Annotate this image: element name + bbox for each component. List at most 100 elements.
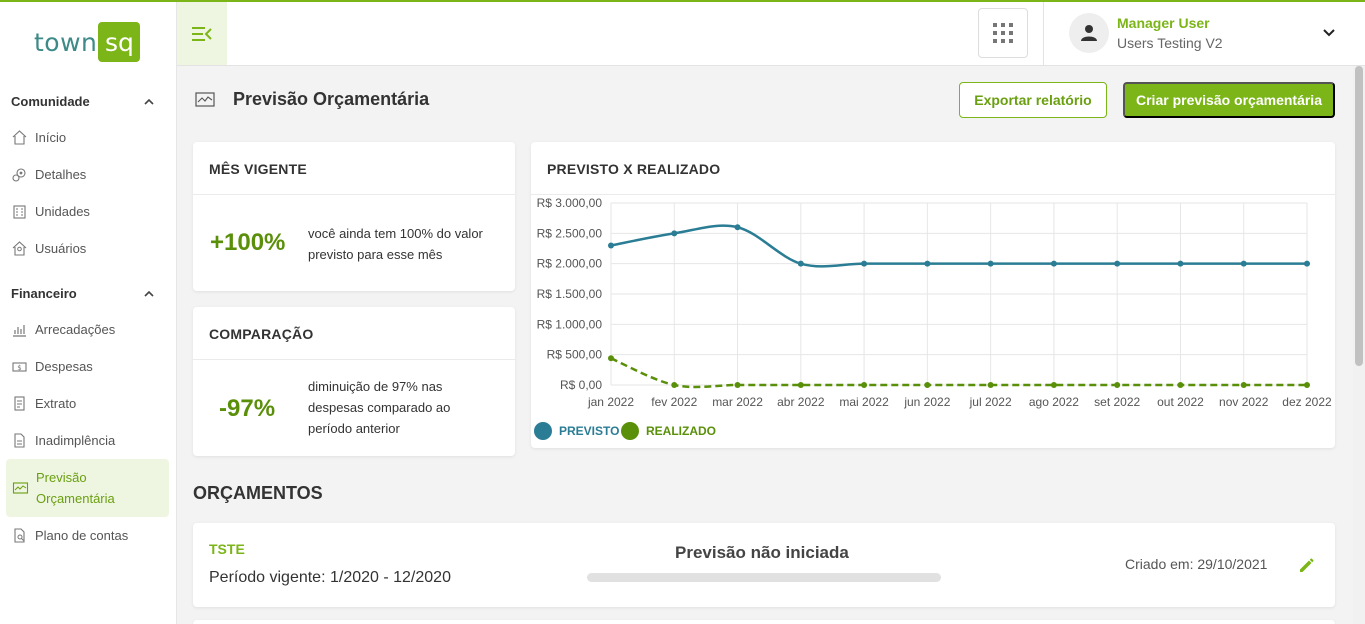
document-icon bbox=[14, 432, 25, 448]
budget-name[interactable]: TSTE bbox=[209, 541, 245, 557]
comparison-percent: -97% bbox=[219, 395, 276, 422]
chevron-up-icon[interactable] bbox=[144, 97, 154, 107]
card-title: MÊS VIGENTE bbox=[209, 161, 307, 177]
series-line-previsto bbox=[610, 224, 1307, 268]
sidebar-item-despesas[interactable]: $ Despesas bbox=[11, 354, 171, 378]
y-tick-label: R$ 1.500,00 bbox=[537, 287, 603, 301]
sidebar-item-usuarios[interactable]: Usuários bbox=[11, 236, 171, 260]
logo-badge: sq bbox=[98, 22, 141, 62]
x-tick-label: nov 2022 bbox=[1219, 395, 1269, 409]
data-point bbox=[797, 260, 804, 267]
grid-icon bbox=[993, 23, 1013, 43]
budget-created-date: Criado em: 29/10/2021 bbox=[1125, 556, 1268, 572]
budget-progress-bar bbox=[587, 573, 941, 582]
apps-grid-button[interactable] bbox=[978, 8, 1028, 58]
data-point bbox=[671, 230, 678, 237]
x-tick-label: mar 2022 bbox=[712, 395, 763, 409]
sidebar-item-previsao-orcamentaria[interactable]: Previsão Orçamentária bbox=[6, 459, 169, 517]
sidebar-item-plano-de-contas[interactable]: Plano de contas bbox=[11, 523, 171, 547]
card-title: COMPARAÇÃO bbox=[209, 326, 314, 342]
data-point bbox=[1050, 382, 1057, 388]
x-tick-label: set 2022 bbox=[1094, 395, 1140, 409]
avatar[interactable] bbox=[1069, 13, 1109, 53]
data-point bbox=[1177, 260, 1184, 267]
card-header: PREVISTO X REALIZADO bbox=[531, 142, 1335, 195]
sidebar-item-label: Plano de contas bbox=[35, 527, 129, 543]
menu-toggle-button[interactable] bbox=[177, 2, 227, 65]
x-tick-label: jun 2022 bbox=[903, 395, 950, 409]
sidebar-item-extrato[interactable]: Extrato bbox=[11, 391, 171, 415]
sidebar-item-inadimplencia[interactable]: Inadimplência bbox=[11, 428, 171, 452]
data-point bbox=[734, 224, 741, 231]
budget-status: Previsão não iniciada bbox=[675, 543, 849, 562]
x-tick-label: dez 2022 bbox=[1282, 395, 1332, 409]
user-name[interactable]: Manager User bbox=[1117, 15, 1210, 31]
x-tick-label: jul 2022 bbox=[969, 395, 1012, 409]
data-point bbox=[1050, 260, 1057, 267]
budget-period: Período vigente: 1/2020 - 12/2020 bbox=[209, 569, 451, 586]
townsq-logo[interactable]: town sq bbox=[34, 22, 141, 62]
create-budget-forecast-button[interactable]: Criar previsão orçamentária bbox=[1123, 82, 1335, 118]
forecast-vs-actual-card: PREVISTO X REALIZADO R$ 3.000,00 R$ 2.500… bbox=[531, 142, 1335, 448]
chevron-up-icon[interactable] bbox=[144, 289, 154, 299]
receipt-icon bbox=[14, 395, 25, 411]
x-tick-label: mai 2022 bbox=[839, 395, 889, 409]
current-month-percent: +100% bbox=[210, 229, 286, 256]
y-tick-label: R$ 2.500,00 bbox=[537, 226, 603, 240]
home-icon bbox=[12, 129, 27, 145]
sidebar-item-label: Inadimplência bbox=[35, 432, 116, 448]
sidebar-item-label: Arrecadações bbox=[35, 321, 116, 337]
user-organization[interactable]: Users Testing V2 bbox=[1117, 35, 1223, 51]
legend-label: REALIZADO bbox=[646, 424, 716, 438]
y-tick-label: R$ 0,00 bbox=[560, 378, 602, 392]
top-accent-line bbox=[0, 0, 1365, 2]
data-point bbox=[861, 260, 868, 267]
sidebar-item-detalhes[interactable]: Detalhes bbox=[11, 162, 171, 186]
sidebar-item-label: Previsão Orçamentária bbox=[36, 470, 115, 506]
data-point bbox=[987, 260, 994, 267]
budget-row[interactable]: TSTE Período vigente: 1/2020 - 12/2020 P… bbox=[193, 523, 1335, 607]
edit-pencil-icon[interactable] bbox=[1297, 555, 1317, 575]
sidebar-item-arrecadacoes[interactable]: Arrecadações bbox=[11, 317, 171, 341]
header-divider bbox=[1043, 2, 1044, 65]
comparison-card: COMPARAÇÃO -97% diminuição de 97% nas de… bbox=[193, 307, 515, 456]
top-header: Manager User Users Testing V2 bbox=[177, 2, 1365, 66]
scrollbar-thumb[interactable] bbox=[1355, 66, 1363, 366]
sidebar-item-label: Unidades bbox=[35, 203, 90, 219]
chevron-down-icon[interactable] bbox=[1322, 26, 1336, 40]
sidebar-item-label: Extrato bbox=[35, 395, 77, 411]
data-point bbox=[1177, 382, 1184, 388]
data-point bbox=[1114, 382, 1121, 388]
page-scrollbar[interactable] bbox=[1353, 66, 1365, 624]
data-point bbox=[924, 382, 931, 388]
data-point bbox=[1240, 260, 1247, 267]
file-search-icon bbox=[14, 527, 25, 543]
y-tick-label: R$ 2.000,00 bbox=[537, 257, 603, 271]
data-point bbox=[1304, 382, 1310, 388]
sidebar-item-label: Início bbox=[35, 129, 67, 145]
export-report-button[interactable]: Exportar relatório bbox=[959, 82, 1107, 118]
data-point bbox=[924, 260, 931, 267]
data-point bbox=[1114, 260, 1121, 267]
sidebar-item-label: Usuários bbox=[35, 240, 87, 256]
y-tick-label: R$ 3.000,00 bbox=[537, 196, 603, 210]
data-point bbox=[1304, 260, 1310, 267]
legend-marker bbox=[534, 422, 552, 440]
line-chart: R$ 3.000,00 R$ 2.500,00 R$ 2.000,00 R$ 1.50… bbox=[534, 196, 1332, 440]
collapse-menu-icon bbox=[192, 26, 212, 41]
sidebar-item-inicio[interactable]: Início bbox=[11, 125, 171, 149]
x-tick-label: ago 2022 bbox=[1029, 395, 1079, 409]
data-point bbox=[987, 382, 994, 388]
current-month-description: você ainda tem 100% do valor previsto pa… bbox=[308, 226, 483, 262]
budget-row-next bbox=[193, 620, 1335, 624]
card-header: MÊS VIGENTE bbox=[193, 142, 515, 195]
sidebar-item-unidades[interactable]: Unidades bbox=[11, 199, 171, 223]
data-point bbox=[861, 382, 868, 388]
sidebar: town sq Comunidade Início Detalhes Unida… bbox=[0, 2, 177, 624]
section-title-financeiro[interactable]: Financeiro bbox=[11, 286, 77, 301]
data-point bbox=[671, 382, 678, 388]
section-title-comunidade[interactable]: Comunidade bbox=[11, 94, 90, 109]
y-tick-label: R$ 1.000,00 bbox=[537, 317, 603, 331]
gears-icon bbox=[12, 167, 26, 182]
data-point bbox=[608, 355, 614, 362]
